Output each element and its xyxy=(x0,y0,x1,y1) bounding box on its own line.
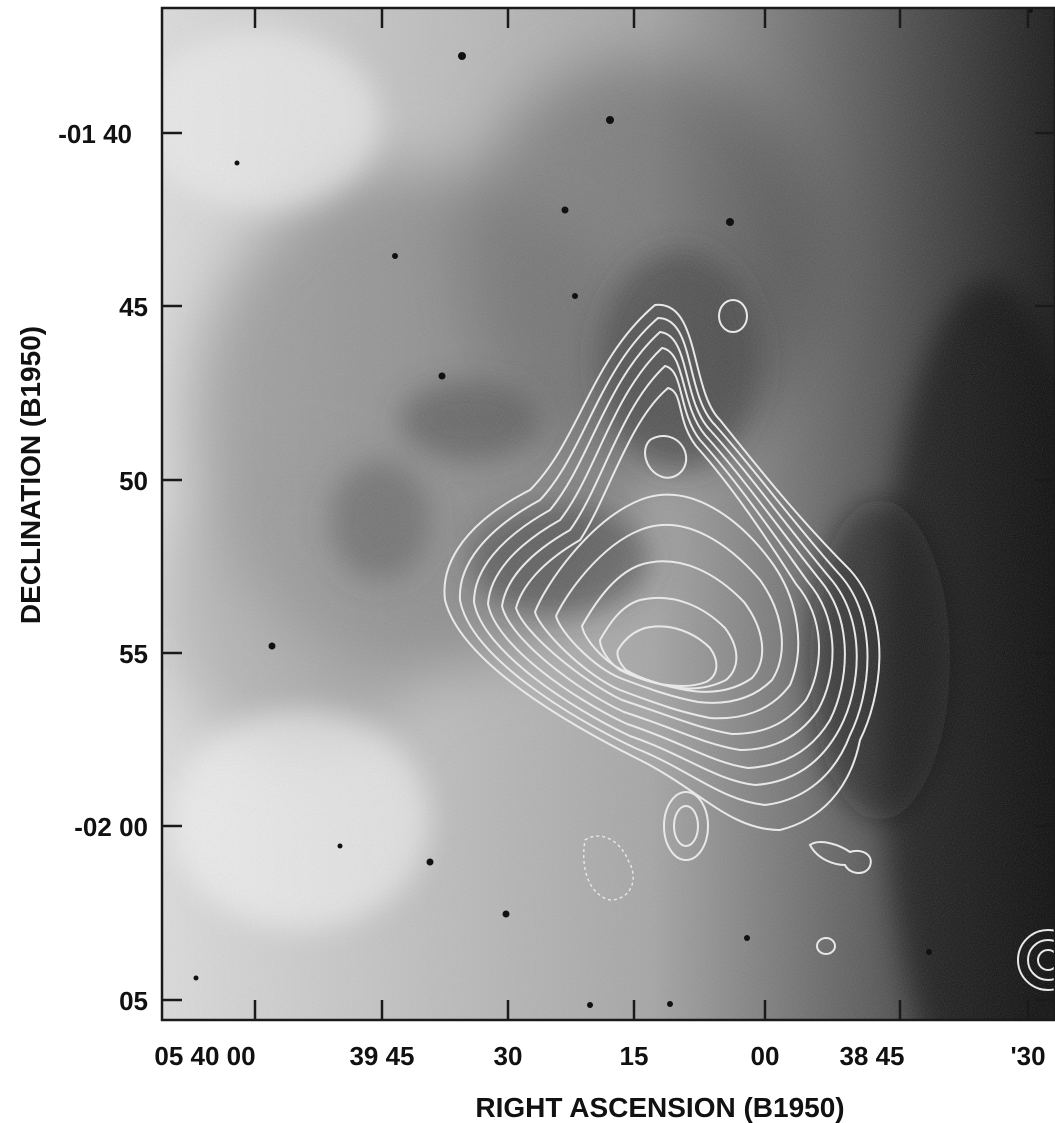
contour-level-8 xyxy=(554,524,783,704)
axis-ticks xyxy=(162,8,1055,1020)
y-tick-label: 05 xyxy=(119,986,148,1016)
contour-map xyxy=(443,299,1055,991)
contour-island-left xyxy=(663,791,709,861)
beam-circle-mid xyxy=(1027,939,1055,981)
contour-level-2 xyxy=(458,316,869,807)
contour-level-4 xyxy=(486,346,846,770)
beam-circle-outer xyxy=(1017,929,1055,991)
nebula-image xyxy=(162,8,1055,1020)
x-tick-label: 15 xyxy=(620,1041,649,1071)
y-tick-label: -01 40 xyxy=(58,119,132,149)
y-tick-label: 45 xyxy=(119,292,148,322)
contour-level-1 xyxy=(443,303,881,832)
y-axis-title: DECLINATION (B1950) xyxy=(15,326,46,624)
y-tick-label: 55 xyxy=(119,639,148,669)
contour-minor-loop xyxy=(644,435,688,479)
contour-island-top xyxy=(718,299,748,333)
x-tick-label: 05 40 00 xyxy=(154,1041,255,1071)
x-tick-label: 00 xyxy=(751,1041,780,1071)
x-tick-label: '30 xyxy=(1010,1041,1045,1071)
contour-island-pair xyxy=(808,841,872,874)
contour-level-5 xyxy=(500,364,834,752)
contour-level-6 xyxy=(514,386,820,736)
contour-level-7 xyxy=(533,493,800,720)
contour-level-11 xyxy=(616,625,718,687)
x-tick-label: 39 45 xyxy=(349,1041,414,1071)
contour-island-small xyxy=(816,937,836,955)
contour-level-3 xyxy=(472,330,858,787)
x-tick-label: 30 xyxy=(494,1041,523,1071)
beam-circle-inner xyxy=(1037,949,1055,971)
x-axis-title: RIGHT ASCENSION (B1950) xyxy=(475,1092,844,1123)
x-tick-label: 38 45 xyxy=(839,1041,904,1071)
y-tick-label: -02 00 xyxy=(74,812,148,842)
contour-level-9 xyxy=(580,560,764,693)
contour-island-left-inner xyxy=(673,805,699,847)
y-tick-label: 50 xyxy=(119,466,148,496)
plot-frame xyxy=(160,6,1055,1022)
contour-faint-lower-left xyxy=(583,835,634,901)
